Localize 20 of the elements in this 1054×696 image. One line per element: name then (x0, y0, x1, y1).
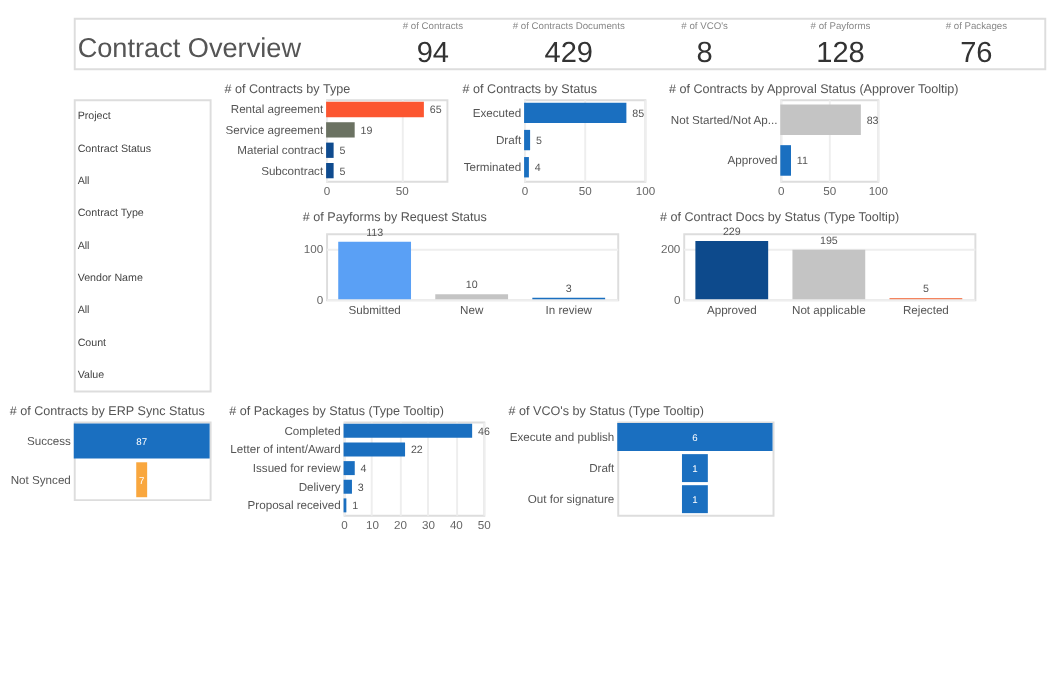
data-label: 429 (544, 38, 594, 71)
bar (343, 461, 355, 476)
data-label: 76 (960, 38, 993, 71)
bar (338, 241, 412, 300)
bar (695, 241, 769, 300)
bar (343, 423, 473, 438)
bar (343, 479, 352, 494)
bar (326, 142, 334, 158)
bar (435, 294, 509, 300)
bar (524, 102, 627, 124)
bar (524, 129, 531, 151)
bar (343, 442, 406, 457)
bar (326, 101, 424, 118)
bar (326, 163, 334, 179)
text: Contract Overview (77, 32, 302, 63)
bar (792, 249, 866, 300)
bar (326, 122, 355, 138)
data-label: 8 (696, 38, 713, 71)
data-label: 128 (816, 38, 865, 71)
data-label: 94 (416, 38, 450, 71)
